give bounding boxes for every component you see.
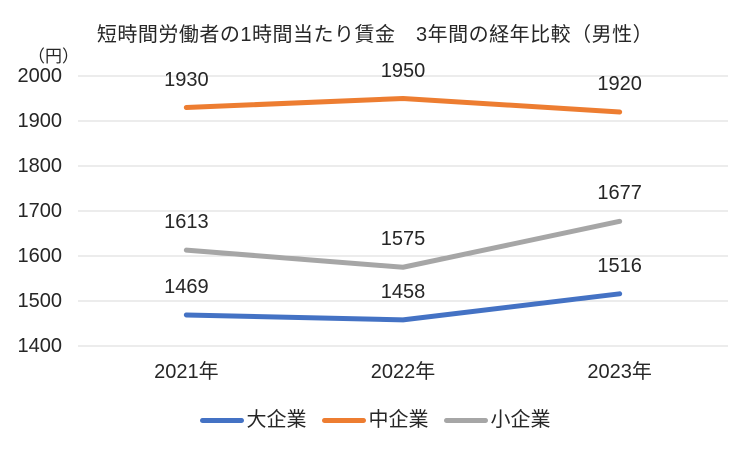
data-label: 1469 [164, 275, 209, 298]
x-axis-label: 2022年 [370, 361, 436, 383]
y-tick-label: 1800 [17, 155, 63, 177]
legend-line-swatch [199, 417, 244, 423]
legend-line-swatch [321, 417, 366, 423]
x-axis-label: 2021年 [154, 361, 219, 383]
x-axis-label: 2023年 [587, 361, 652, 383]
data-label: 1575 [380, 228, 426, 251]
y-axis-unit-label: （円） [28, 47, 79, 66]
data-label: 1920 [597, 73, 642, 95]
legend-label: 大企業 [246, 409, 307, 431]
data-label: 1458 [380, 280, 426, 303]
y-tick-label: 1600 [17, 245, 63, 267]
y-tick-label: 1900 [17, 110, 63, 132]
legend-item: 小企業 [443, 408, 551, 432]
legend-label: 小企業 [490, 409, 551, 431]
legend-item: 大企業 [199, 408, 307, 432]
data-label: 1950 [380, 59, 426, 82]
legend: 大企業 中企業 小企業 [0, 407, 750, 433]
data-label: 1930 [164, 68, 209, 91]
series-line-中企業 [183, 96, 623, 115]
data-label: 1516 [597, 254, 642, 277]
legend-line-swatch [443, 417, 488, 423]
data-label: 1613 [164, 211, 209, 234]
legend-item: 中企業 [321, 408, 429, 432]
legend-label: 中企業 [368, 409, 429, 431]
y-tick-label: 1400 [17, 335, 63, 357]
series-line-大企業 [183, 291, 623, 323]
data-label: 1677 [597, 182, 642, 205]
chart-title: 短時間労働者の1時間当たり賃金 3年間の経年比較（男性） [96, 24, 654, 46]
y-tick-label: 1700 [17, 200, 63, 222]
y-tick-label: 1500 [17, 290, 63, 312]
y-tick-label: 2000 [17, 65, 63, 87]
series-line-小企業 [183, 218, 623, 270]
